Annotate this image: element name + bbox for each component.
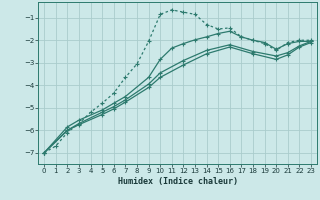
X-axis label: Humidex (Indice chaleur): Humidex (Indice chaleur) — [118, 177, 238, 186]
